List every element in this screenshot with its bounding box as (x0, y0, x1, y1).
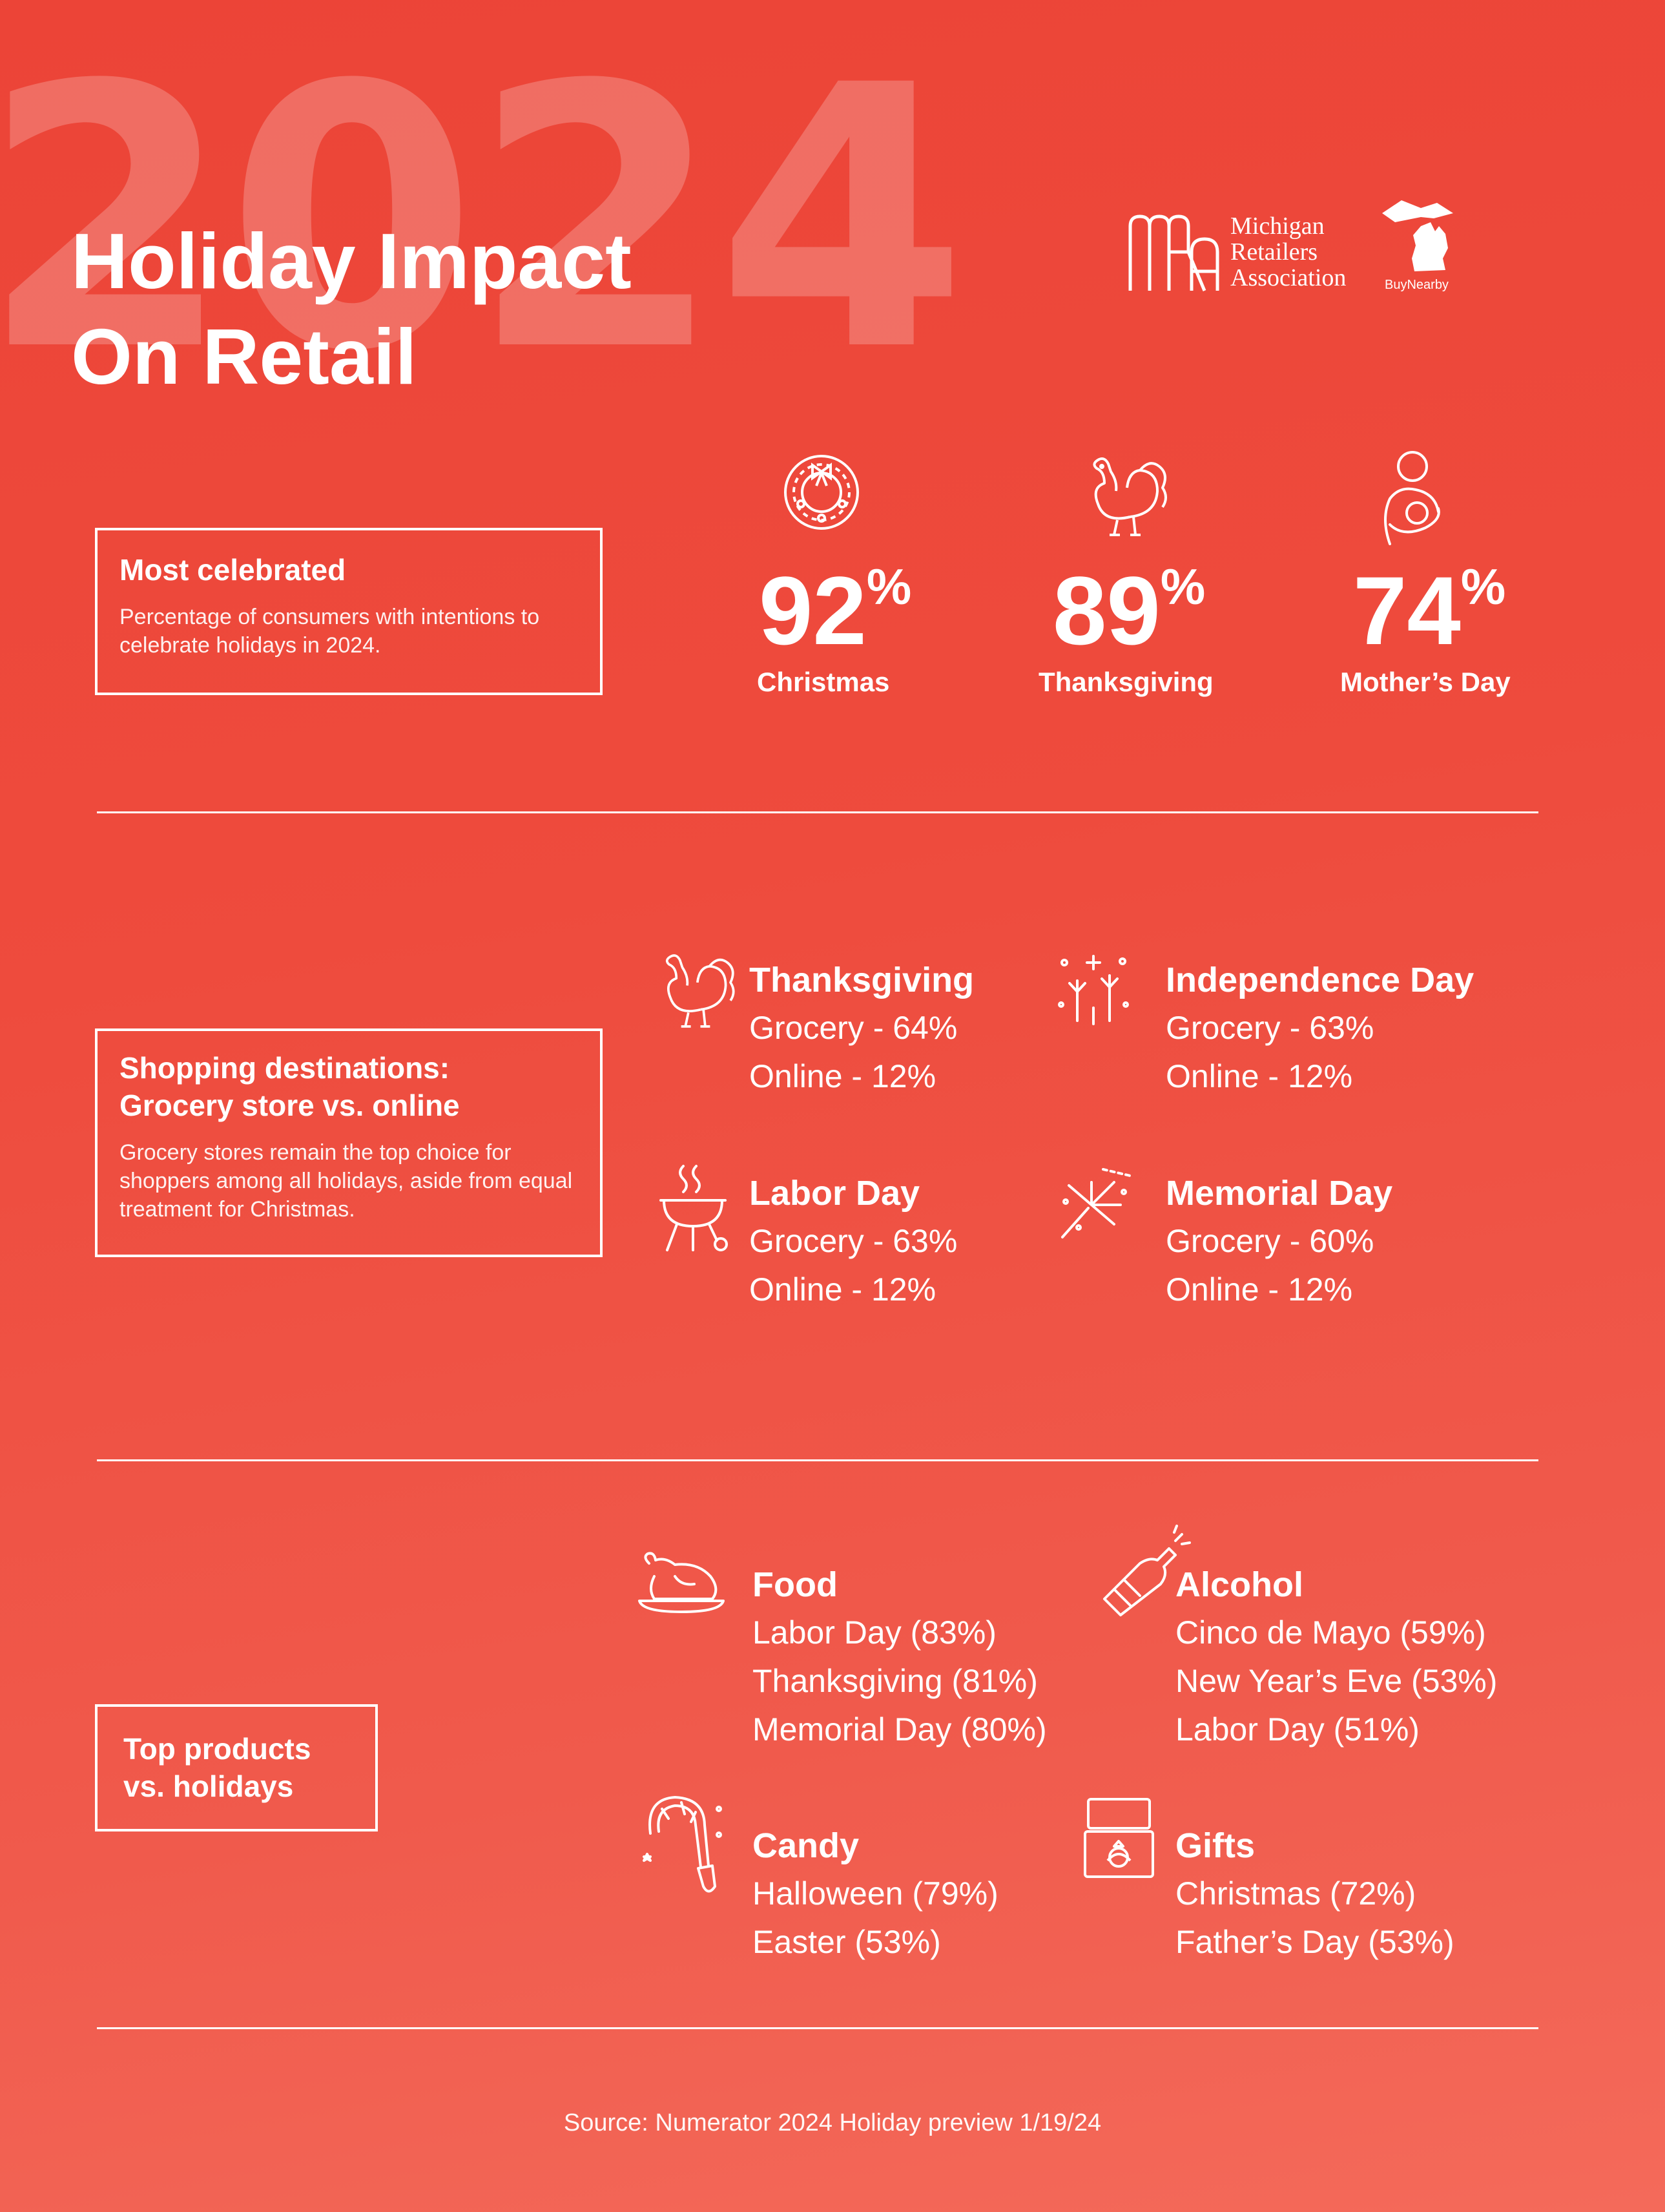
shopping-destinations-box: Shopping destinations: Grocery store vs.… (95, 1028, 603, 1257)
product-line: Memorial Day (80%) (752, 1711, 1047, 1748)
champagne-bottle-icon (1103, 1525, 1191, 1616)
mra-line-2: Retailers (1230, 238, 1318, 266)
product-line: Labor Day (51%) (1175, 1711, 1420, 1748)
mra-line-3: Association (1230, 264, 1347, 291)
background-year: 2024 (0, 9, 968, 430)
stat-label-thanksgiving: Thanksgiving (1039, 667, 1214, 697)
stat-unit: % (866, 558, 912, 615)
stat-label-mothers-day: Mother’s Day (1340, 667, 1511, 697)
destination-memorial-day: Memorial Day Grocery - 60% Online - 12% (1166, 1169, 1392, 1314)
shopping-heading-line-1: Shopping destinations: (119, 1051, 450, 1085)
fireworks-icon (1058, 955, 1129, 1025)
product-line: Thanksgiving (81%) (752, 1663, 1038, 1699)
top-products-box: Top products vs. holidays (95, 1704, 378, 1831)
shopping-description: Grocery stores remain the top choice for… (119, 1140, 573, 1222)
stat-label-christmas: Christmas (757, 667, 890, 697)
stat-unit: % (1460, 558, 1506, 615)
product-line: Christmas (72%) (1175, 1875, 1416, 1912)
product-gifts: Gifts Christmas (72%) Father’s Day (53%) (1175, 1822, 1454, 1967)
destination-title: Thanksgiving (749, 961, 975, 999)
destination-labor-day: Labor Day Grocery - 63% Online - 12% (749, 1169, 957, 1314)
product-line: Labor Day (83%) (752, 1614, 997, 1651)
product-title: Food (752, 1565, 838, 1604)
destination-online: Online - 12% (1166, 1058, 1353, 1094)
turkey-icon (665, 954, 735, 1028)
destination-grocery: Grocery - 63% (749, 1223, 958, 1259)
title-line-2: On Retail (71, 313, 417, 401)
section-divider (97, 1459, 1538, 1461)
stat-number: 74 (1353, 556, 1461, 665)
page-title: Holiday Impact On Retail (71, 213, 632, 404)
stat-number: 89 (1053, 556, 1161, 665)
stat-value-thanksgiving: 89% (1053, 561, 1205, 659)
product-candy: Candy Halloween (79%) Easter (53%) (752, 1822, 998, 1967)
destination-grocery: Grocery - 63% (1166, 1010, 1374, 1046)
stat-number: 92 (759, 556, 867, 665)
destination-title: Labor Day (749, 1174, 920, 1213)
mother-child-icon (1384, 451, 1440, 545)
product-title: Candy (752, 1826, 860, 1865)
destination-grocery: Grocery - 60% (1166, 1223, 1374, 1259)
product-line: Easter (53%) (752, 1924, 941, 1960)
shopping-heading-line-2: Grocery store vs. online (119, 1089, 460, 1122)
destination-independence-day: Independence Day Grocery - 63% Online - … (1166, 956, 1474, 1101)
destination-title: Memorial Day (1166, 1174, 1393, 1213)
firework-burst-icon (1061, 1168, 1132, 1238)
most-celebrated-description: Percentage of consumers with intentions … (119, 605, 540, 658)
buy-nearby-logo: BuyNearby (1376, 194, 1473, 297)
mra-line-1: Michigan (1230, 213, 1325, 240)
destination-grocery: Grocery - 64% (749, 1010, 958, 1046)
stat-value-mothers-day: 74% (1353, 561, 1505, 659)
product-line: New Year’s Eve (53%) (1175, 1663, 1498, 1699)
destination-thanksgiving: Thanksgiving Grocery - 64% Online - 12% (749, 956, 974, 1101)
mra-wordmark: Michigan Retailers Association (1230, 213, 1346, 291)
stat-unit: % (1160, 558, 1206, 615)
candy-cane-icon (643, 1796, 722, 1893)
wreath-icon (784, 455, 859, 530)
product-line: Cinco de Mayo (59%) (1175, 1614, 1486, 1651)
destination-online: Online - 12% (749, 1271, 936, 1308)
product-alcohol: Alcohol Cinco de Mayo (59%) New Year’s E… (1175, 1561, 1497, 1754)
top-products-heading-line-1: Top products (123, 1732, 311, 1766)
ring-box-icon (1084, 1798, 1154, 1878)
buy-nearby-label: BuyNearby (1385, 278, 1449, 292)
michigan-map-icon (1382, 200, 1453, 271)
product-title: Gifts (1175, 1826, 1256, 1865)
mra-logo: Michigan Retailers Association (1127, 213, 1360, 297)
destination-online: Online - 12% (1166, 1271, 1353, 1308)
stat-value-christmas: 92% (759, 561, 911, 659)
roast-turkey-icon (638, 1552, 725, 1613)
most-celebrated-heading: Most celebrated (119, 553, 346, 587)
grill-icon (659, 1165, 728, 1251)
destination-online: Online - 12% (749, 1058, 936, 1094)
product-title: Alcohol (1175, 1565, 1303, 1604)
mra-monogram-icon (1128, 214, 1219, 291)
product-food: Food Labor Day (83%) Thanksgiving (81%) … (752, 1561, 1047, 1754)
turkey-icon (1093, 457, 1167, 536)
product-line: Halloween (79%) (752, 1875, 998, 1912)
most-celebrated-box: Most celebrated Percentage of consumers … (95, 528, 603, 695)
source-note: Source: Numerator 2024 Holiday preview 1… (563, 2109, 1102, 2136)
section-divider (97, 811, 1538, 813)
section-divider (97, 2027, 1538, 2029)
title-line-1: Holiday Impact (71, 217, 632, 305)
destination-title: Independence Day (1166, 961, 1474, 999)
product-line: Father’s Day (53%) (1175, 1924, 1454, 1960)
top-products-heading-line-2: vs. holidays (123, 1769, 294, 1803)
